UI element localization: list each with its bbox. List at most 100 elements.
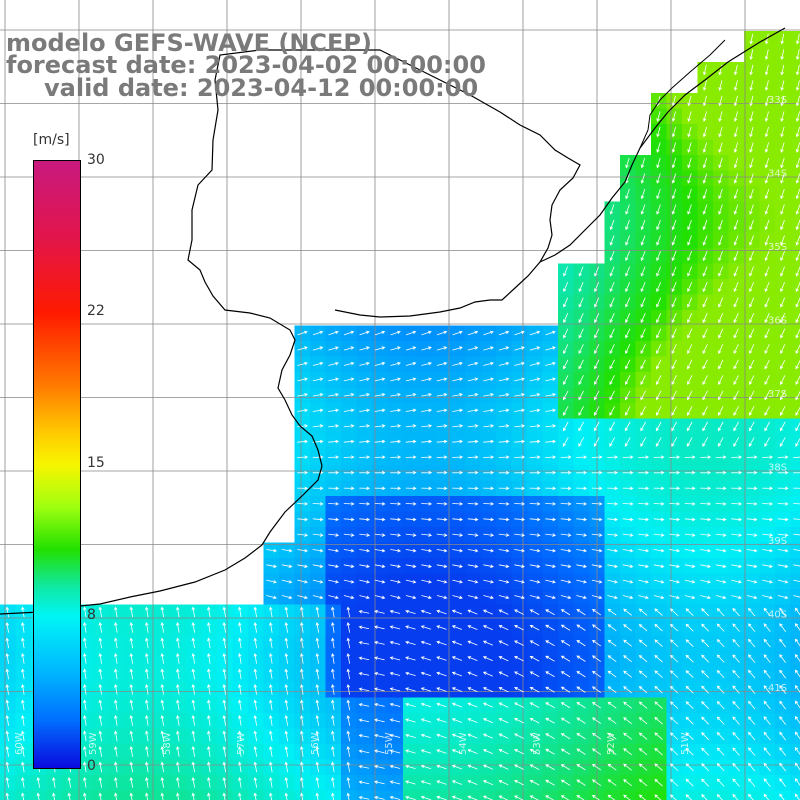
- wind-vector-arrow: [656, 313, 662, 324]
- wind-vector-arrow: [266, 579, 277, 584]
- wind-vector-arrow: [297, 424, 309, 428]
- wind-vector-arrow: [483, 517, 495, 522]
- wind-speed-cell: [372, 790, 388, 800]
- wind-vector-arrow: [607, 701, 617, 709]
- wind-vector-arrow: [591, 748, 602, 755]
- wind-vector-arrow: [331, 653, 335, 664]
- wind-vector-arrow: [795, 157, 800, 169]
- wind-vector-arrow: [764, 281, 770, 293]
- wind-vector-arrow: [578, 359, 584, 370]
- wind-vector-arrow: [563, 297, 569, 308]
- wind-vector-arrow: [732, 731, 740, 741]
- latitude-label: 40S: [768, 610, 787, 621]
- wind-vector-arrow: [545, 564, 556, 568]
- wind-vector-arrow: [795, 235, 800, 246]
- wind-vector-arrow: [594, 297, 600, 308]
- wind-vector-arrow: [609, 437, 616, 447]
- wind-vector-arrow: [315, 715, 320, 726]
- wind-vector-arrow: [718, 344, 724, 355]
- wind-vector-arrow: [718, 126, 723, 138]
- wind-vector-arrow: [98, 637, 103, 649]
- wind-vector-arrow: [607, 595, 618, 600]
- wind-vector-arrow: [717, 390, 724, 401]
- wind-vector-arrow: [238, 622, 242, 633]
- wind-speed-cell: [651, 790, 667, 800]
- wind-vector-arrow: [467, 780, 478, 786]
- wind-vector-arrow: [716, 747, 725, 756]
- wind-vector-arrow: [762, 455, 774, 459]
- wind-vector-arrow: [622, 455, 634, 459]
- wind-vector-arrow: [640, 157, 646, 169]
- wind-vector-arrow: [467, 346, 479, 351]
- wind-vector-arrow: [405, 361, 417, 366]
- wind-vector-arrow: [343, 455, 355, 459]
- wind-vector-arrow: [467, 609, 478, 615]
- wind-vector-arrow: [405, 749, 416, 754]
- wind-vector-arrow: [746, 517, 758, 522]
- wind-vector-arrow: [176, 730, 180, 742]
- wind-vector-arrow: [671, 126, 677, 138]
- wind-vector-arrow: [640, 219, 646, 231]
- wind-vector-arrow: [684, 470, 696, 475]
- wind-vector-arrow: [609, 250, 615, 262]
- wind-vector-arrow: [467, 640, 478, 646]
- wind-vector-arrow: [359, 486, 371, 491]
- wind-vector-arrow: [529, 486, 541, 491]
- wind-vector-arrow: [343, 517, 355, 522]
- wind-vector-arrow: [467, 408, 479, 413]
- wind-vector-arrow: [405, 517, 417, 522]
- wind-vector-arrow: [222, 730, 227, 742]
- wind-vector-arrow: [467, 533, 479, 537]
- wind-vector-arrow: [764, 421, 771, 432]
- wind-vector-arrow: [669, 763, 679, 771]
- wind-vector-arrow: [52, 792, 56, 800]
- wind-vector-arrow: [191, 699, 196, 711]
- wind-vector-arrow: [343, 361, 355, 366]
- wind-vector-arrow: [560, 564, 572, 568]
- wind-vector-arrow: [702, 204, 708, 215]
- wind-vector-arrow: [671, 219, 677, 231]
- wind-speed-cell: [790, 697, 800, 714]
- wind-vector-arrow: [560, 671, 571, 678]
- wind-vector-arrow: [358, 702, 370, 707]
- wind-vector-arrow: [762, 486, 774, 491]
- wind-vector-arrow: [700, 470, 712, 475]
- wind-vector-arrow: [529, 702, 540, 708]
- wind-vector-arrow: [622, 502, 634, 506]
- wind-vector-arrow: [702, 281, 708, 293]
- wind-vector-arrow: [452, 502, 464, 506]
- wind-vector-arrow: [145, 715, 149, 726]
- wind-vector-arrow: [5, 746, 10, 757]
- wind-vector-arrow: [297, 564, 308, 568]
- wind-vector-arrow: [498, 671, 509, 677]
- wind-vector-arrow: [346, 792, 351, 800]
- wind-vector-arrow: [529, 517, 541, 522]
- wind-vector-arrow: [795, 188, 800, 200]
- wind-vector-arrow: [451, 656, 463, 661]
- wind-vector-arrow: [702, 95, 707, 107]
- wind-vector-arrow: [160, 699, 165, 711]
- wind-vector-arrow: [638, 579, 649, 584]
- wind-vector-arrow: [671, 235, 677, 246]
- wind-vector-arrow: [498, 548, 510, 553]
- wind-vector-arrow: [420, 718, 432, 723]
- wind-vector-arrow: [222, 622, 227, 633]
- wind-vector-arrow: [529, 640, 540, 646]
- wind-vector-arrow: [374, 502, 386, 506]
- latitude-label: 39S: [768, 536, 787, 547]
- wind-vector-arrow: [749, 188, 754, 200]
- wind-vector-arrow: [607, 670, 617, 678]
- wind-vector-arrow: [21, 699, 25, 711]
- wind-vector-arrow: [420, 749, 432, 754]
- wind-vector-arrow: [701, 608, 710, 617]
- wind-speed-cell: [790, 713, 800, 729]
- wind-vector-arrow: [591, 701, 602, 709]
- wind-vector-arrow: [529, 361, 541, 366]
- wind-vector-arrow: [374, 564, 386, 568]
- wind-vector-arrow: [284, 684, 289, 695]
- wind-vector-arrow: [328, 579, 339, 584]
- wind-vector-arrow: [687, 95, 692, 107]
- wind-vector-arrow: [684, 595, 696, 600]
- wind-speed-cell: [790, 263, 800, 280]
- wind-vector-arrow: [421, 361, 432, 366]
